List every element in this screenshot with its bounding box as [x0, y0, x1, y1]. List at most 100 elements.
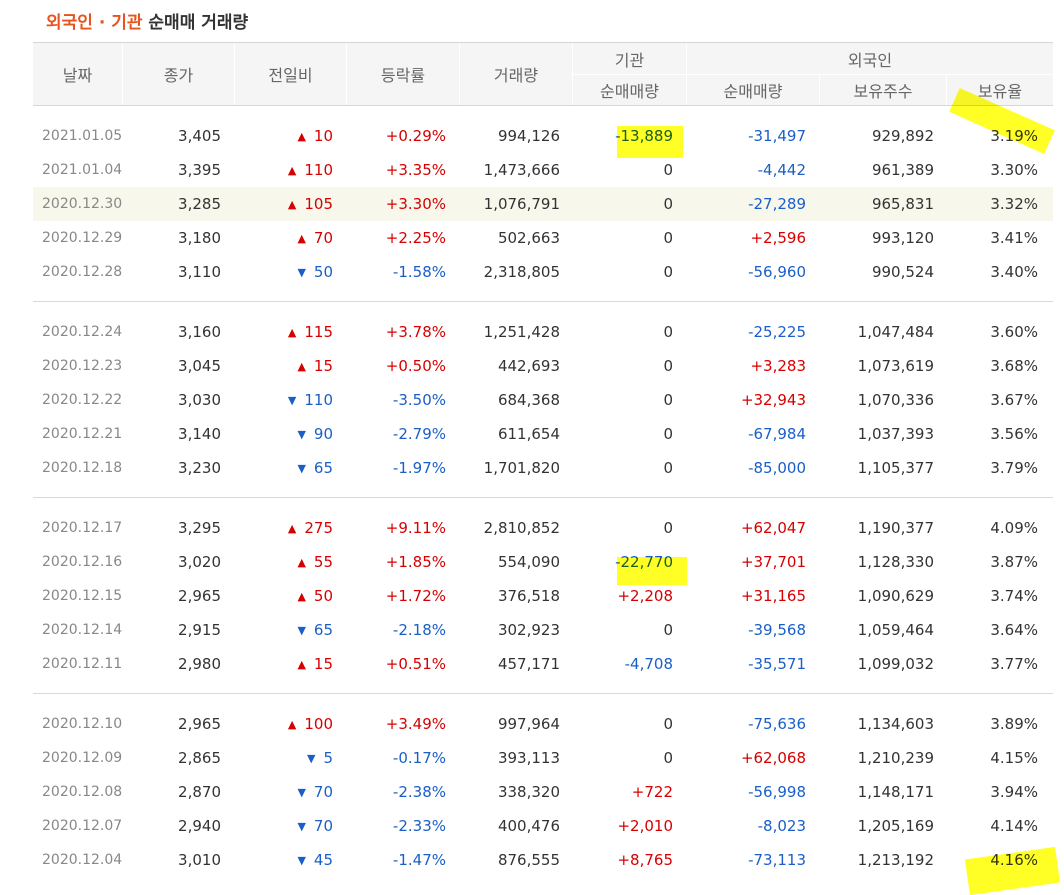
up-arrow: ▲ [297, 130, 306, 143]
cell: 554,090 [497, 553, 560, 571]
header-cell: 날짜 [33, 43, 123, 105]
cell: 1,128,330 [857, 553, 934, 571]
change-value: 70 [313, 817, 333, 835]
cell: +722 [631, 783, 673, 801]
change-cell: ▲ 15 [297, 647, 333, 681]
cell: 3.32% [990, 195, 1038, 213]
header-cell: 보유주수 [820, 75, 947, 105]
change-value: 50 [313, 263, 333, 281]
cell: 4.14% [990, 817, 1038, 835]
cell: 3,180 [178, 229, 221, 247]
title-highlight: 외국인 · 기관 [46, 13, 143, 33]
cell: 2,865 [178, 749, 221, 767]
group-separator [33, 693, 1053, 694]
cell: -2.38% [392, 783, 446, 801]
cell: 0 [663, 715, 673, 733]
cell: -56,960 [748, 263, 806, 281]
down-arrow: ▼ [297, 854, 306, 867]
cell: 3,405 [178, 127, 221, 145]
group-separator [33, 497, 1053, 498]
cell: 3.89% [990, 715, 1038, 733]
cell: 2,870 [178, 783, 221, 801]
date-cell: 2020.12.30 [42, 196, 123, 212]
cell: +9.11% [385, 519, 446, 537]
cell: 338,320 [497, 783, 560, 801]
down-arrow: ▼ [297, 820, 306, 833]
cell: -3.50% [392, 391, 446, 409]
group-separator [33, 301, 1053, 302]
date-cell: 2020.12.22 [42, 392, 123, 408]
change-cell: ▲ 100 [288, 707, 333, 741]
cell: -39,568 [748, 621, 806, 639]
date-cell: 2020.12.29 [42, 230, 123, 246]
change-cell: ▲ 110 [288, 153, 333, 187]
up-arrow: ▲ [297, 360, 306, 373]
cell: 3.41% [990, 229, 1038, 247]
cell: 1,073,619 [857, 357, 934, 375]
cell: +3.35% [385, 161, 446, 179]
cell: 2,965 [178, 587, 221, 605]
change-cell: ▼ 70 [297, 775, 333, 809]
change-cell: ▼ 65 [297, 613, 333, 647]
cell: 929,892 [871, 127, 934, 145]
cell: 457,171 [497, 655, 560, 673]
change-value: 15 [313, 357, 333, 375]
down-arrow: ▼ [306, 752, 316, 765]
cell: 3,140 [178, 425, 221, 443]
up-arrow: ▲ [287, 198, 297, 211]
cell: 393,113 [497, 749, 560, 767]
change-cell: ▲ 50 [297, 579, 333, 613]
cell: +2.25% [385, 229, 446, 247]
cell: 997,964 [497, 715, 560, 733]
date-cell: 2020.12.14 [42, 622, 123, 638]
cell: +2,010 [617, 817, 673, 835]
date-cell: 2020.12.04 [42, 852, 123, 868]
cell: 3,285 [178, 195, 221, 213]
cell: +3,283 [750, 357, 806, 375]
cell: -73,113 [748, 851, 806, 869]
cell: 0 [663, 161, 673, 179]
change-value: 70 [313, 229, 333, 247]
cell: 3.77% [990, 655, 1038, 673]
title: 외국인 · 기관 순매매 거래량 [46, 8, 248, 33]
cell: 2,980 [178, 655, 221, 673]
cell: 0 [663, 195, 673, 213]
change-value: 100 [304, 715, 333, 733]
cell: 0 [663, 621, 673, 639]
change-value: 45 [313, 851, 333, 869]
cell: 3.56% [990, 425, 1038, 443]
cell: 1,210,239 [857, 749, 934, 767]
cell: 611,654 [497, 425, 560, 443]
cell: 3.94% [990, 783, 1038, 801]
header-cell: 순매매량 [687, 75, 820, 105]
header-cell: 거래량 [460, 43, 573, 105]
header-cell: 순매매량 [573, 75, 687, 105]
change-cell: ▲ 115 [288, 315, 333, 349]
cell: +62,047 [740, 519, 806, 537]
cell: +2,208 [617, 587, 673, 605]
cell: -2.18% [392, 621, 446, 639]
change-value: 110 [304, 391, 333, 409]
date-cell: 2021.01.04 [42, 162, 123, 178]
date-cell: 2020.12.28 [42, 264, 123, 280]
cell: +62,068 [740, 749, 806, 767]
cell: 3.30% [990, 161, 1038, 179]
cell: -0.17% [392, 749, 446, 767]
cell: 684,368 [497, 391, 560, 409]
cell: 3,230 [178, 459, 221, 477]
cell: 1,205,169 [857, 817, 934, 835]
date-cell: 2020.12.23 [42, 358, 123, 374]
down-arrow: ▼ [297, 624, 306, 637]
cell: -4,442 [757, 161, 806, 179]
change-cell: ▼ 90 [297, 417, 333, 451]
cell: -25,225 [748, 323, 806, 341]
date-cell: 2020.12.09 [42, 750, 123, 766]
up-arrow: ▲ [297, 590, 306, 603]
header-cell: 등락률 [347, 43, 460, 105]
cell: 1,213,192 [857, 851, 934, 869]
up-arrow: ▲ [287, 326, 297, 339]
cell: 961,389 [871, 161, 934, 179]
cell: 3.87% [990, 553, 1038, 571]
cell: 0 [663, 459, 673, 477]
header-divider [573, 74, 1053, 75]
